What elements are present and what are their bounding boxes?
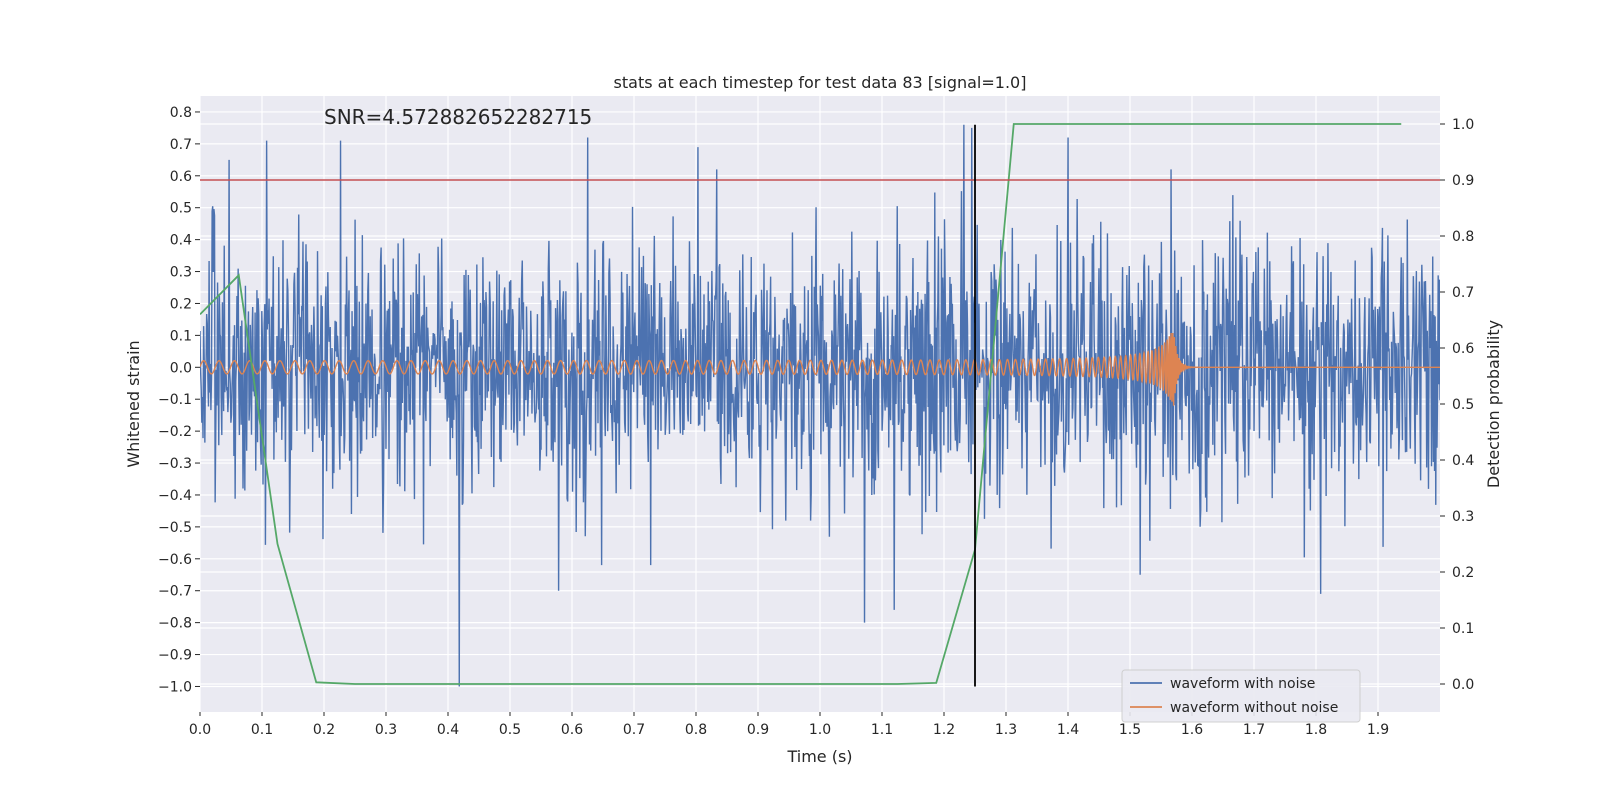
y-tick-label: −0.5 bbox=[158, 520, 192, 536]
x-tick-label: 1.1 bbox=[871, 722, 893, 738]
y2-tick-label: 0.4 bbox=[1452, 453, 1474, 469]
series-detection-probability bbox=[200, 123, 1402, 685]
y-tick-label: −0.1 bbox=[158, 392, 192, 408]
x-tick-label: 0.0 bbox=[189, 722, 211, 738]
x-tick-label: 0.9 bbox=[747, 722, 769, 738]
y-tick-label: 0.5 bbox=[170, 201, 192, 217]
y2-tick-label: 1.0 bbox=[1452, 117, 1474, 133]
y-tick-label: 0.0 bbox=[170, 360, 192, 376]
x-tick-label: 1.6 bbox=[1181, 722, 1203, 738]
y-tick-label: 0.3 bbox=[170, 265, 192, 281]
y2-axis-ticks: 1.0 0.9 0.8 0.7 0.6 0.5 0.4 0.3 0.2 0.1 0.0 bbox=[1440, 117, 1474, 693]
x-tick-label: 0.1 bbox=[251, 722, 273, 738]
y-tick-label: −0.8 bbox=[158, 616, 192, 632]
series-waveform-without-noise bbox=[200, 332, 1440, 406]
y2-axis-label: Detection probability bbox=[1484, 320, 1503, 488]
y-tick-label: 0.1 bbox=[170, 328, 192, 344]
x-tick-label: 0.4 bbox=[437, 722, 459, 738]
y-tick-label: −1.0 bbox=[158, 679, 192, 695]
x-tick-label: 1.7 bbox=[1243, 722, 1265, 738]
x-tick-label: 1.0 bbox=[809, 722, 831, 738]
y2-tick-label: 0.2 bbox=[1452, 565, 1474, 581]
y-tick-label: −0.7 bbox=[158, 584, 192, 600]
x-tick-label: 0.2 bbox=[313, 722, 335, 738]
y-tick-label: −0.9 bbox=[158, 648, 192, 664]
y-axis-label: Whitened strain bbox=[124, 340, 143, 467]
y2-tick-label: 0.5 bbox=[1452, 397, 1474, 413]
snr-annotation: SNR=4.572882652282715 bbox=[324, 105, 592, 129]
y2-tick-label: 0.3 bbox=[1452, 509, 1474, 525]
y2-tick-label: 0.8 bbox=[1452, 229, 1474, 245]
x-tick-label: 0.5 bbox=[499, 722, 521, 738]
y-axis-ticks: 0.8 0.7 0.6 0.5 0.4 0.3 0.2 0.1 0.0 −0.1 −0.2 −0.3 −… bbox=[158, 105, 200, 695]
y2-tick-label: 0.6 bbox=[1452, 341, 1474, 357]
x-tick-label: 0.3 bbox=[375, 722, 397, 738]
y-tick-label: 0.8 bbox=[170, 105, 192, 121]
y-tick-label: −0.6 bbox=[158, 552, 192, 568]
legend-label-waveform-without-noise: waveform without noise bbox=[1170, 700, 1338, 716]
x-tick-label: 1.5 bbox=[1119, 722, 1141, 738]
y2-tick-label: 0.1 bbox=[1452, 621, 1474, 637]
x-axis-label: Time (s) bbox=[786, 747, 852, 766]
y-tick-label: 0.2 bbox=[170, 296, 192, 312]
y-tick-label: 0.4 bbox=[170, 233, 192, 249]
legend-box bbox=[1121, 669, 1361, 723]
y2-tick-label: 0.7 bbox=[1452, 285, 1474, 301]
x-tick-label: 1.8 bbox=[1305, 722, 1327, 738]
x-axis-ticks: 0.0 0.1 0.2 0.3 0.4 0.5 0.6 0.7 0.8 0.9 1.0 1.1 1.2 1… bbox=[189, 712, 1389, 738]
y-tick-label: 0.6 bbox=[170, 169, 192, 185]
legend-label-waveform-with-noise: waveform with noise bbox=[1170, 676, 1315, 692]
x-tick-label: 1.3 bbox=[995, 722, 1017, 738]
y2-tick-label: 0.9 bbox=[1452, 173, 1474, 189]
y2-tick-label: 0.0 bbox=[1452, 677, 1474, 693]
x-tick-label: 0.6 bbox=[561, 722, 583, 738]
chart-title: stats at each timestep for test data 83 … bbox=[614, 73, 1027, 92]
legend: waveform with noise waveform without noi… bbox=[1121, 669, 1361, 723]
x-tick-label: 0.8 bbox=[685, 722, 707, 738]
series-layer bbox=[200, 123, 1440, 687]
y-tick-label: −0.2 bbox=[158, 424, 192, 440]
x-tick-label: 1.9 bbox=[1367, 722, 1389, 738]
series-waveform-with-noise bbox=[200, 124, 1440, 687]
y-tick-label: 0.7 bbox=[170, 137, 192, 153]
x-tick-label: 1.2 bbox=[933, 722, 955, 738]
x-tick-label: 1.4 bbox=[1057, 722, 1079, 738]
x-tick-label: 0.7 bbox=[623, 722, 645, 738]
y-tick-label: −0.4 bbox=[158, 488, 192, 504]
y-tick-label: −0.3 bbox=[158, 456, 192, 472]
